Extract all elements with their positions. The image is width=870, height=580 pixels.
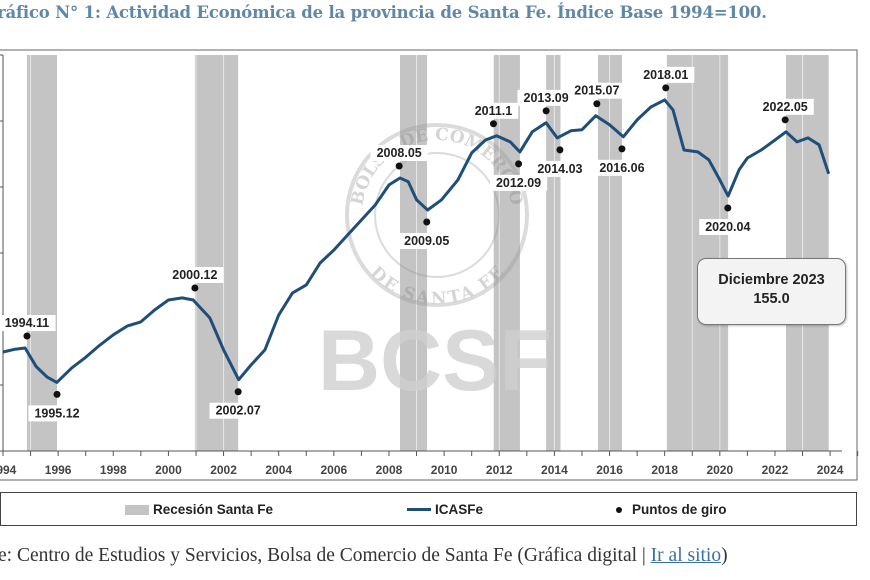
turning-point-label-bg xyxy=(370,145,428,162)
turning-point-label-bg xyxy=(699,218,757,235)
x-tick-label: 2022 xyxy=(762,463,789,477)
turning-point-dot xyxy=(234,388,242,396)
turning-point-label: 2009.05 xyxy=(404,234,449,248)
turning-point-dot xyxy=(662,84,670,92)
icasfe-line xyxy=(2,98,831,384)
x-tick-label: 2024 xyxy=(817,463,844,477)
x-tick-label: 2000 xyxy=(155,463,182,477)
turning-point-label-bg xyxy=(468,102,519,119)
dot-swatch-icon xyxy=(616,506,622,513)
recession-band xyxy=(26,55,58,451)
recession-band xyxy=(493,55,520,451)
turning-point-label: 1994.11 xyxy=(5,316,50,330)
legend-label: ICASFe xyxy=(435,502,484,517)
turning-point-label-bg xyxy=(756,98,814,115)
turning-point-dot xyxy=(724,204,732,212)
turning-point-label: 1995.12 xyxy=(34,406,79,420)
turning-point-label-bg xyxy=(568,82,626,99)
recession-band xyxy=(546,55,561,451)
source-text: e: Centro de Estudios y Servicios, Bolsa… xyxy=(0,545,651,566)
turning-point-dot xyxy=(618,145,626,153)
turning-point-dot xyxy=(781,116,789,124)
turning-point-label: 2013.09 xyxy=(524,91,569,105)
vertical-gridlines xyxy=(30,55,831,451)
turning-point-dot xyxy=(515,160,523,168)
turning-point-dot xyxy=(191,284,199,292)
turning-point-label: 2012.09 xyxy=(496,176,541,190)
chart-frame xyxy=(0,49,858,481)
turning-point-label: 2000.12 xyxy=(172,268,217,282)
turning-point-label: 2014.03 xyxy=(537,162,582,176)
chart-title: ráfico N° 1: Actividad Económica de la p… xyxy=(0,3,767,22)
x-tick-label: 2014 xyxy=(541,463,568,477)
latest-value-callout: Diciembre 2023 155.0 xyxy=(697,258,846,325)
x-tick-label: 2004 xyxy=(265,463,292,477)
legend-label: Puntos de giro xyxy=(632,502,727,517)
turning-point-label-bg xyxy=(517,89,575,106)
turning-point-dot xyxy=(556,146,564,154)
turning-point-dot xyxy=(542,107,550,115)
recession-bands xyxy=(26,55,829,451)
x-tick-label: 2002 xyxy=(210,463,237,477)
turning-points: 1994.11 1995.12 2000.12 2002.07 2008.05 2009.… xyxy=(0,66,814,422)
turning-point-dot xyxy=(53,390,61,398)
x-tick-label: 2010 xyxy=(431,463,458,477)
turning-point-dot xyxy=(23,332,31,340)
legend-item-recession: Recesión Santa Fe xyxy=(125,502,273,517)
recession-band xyxy=(785,55,829,451)
x-tick-label: 2016 xyxy=(596,463,623,477)
legend-item-points: Puntos de giro xyxy=(616,502,727,517)
x-tick-label: 2018 xyxy=(651,463,678,477)
watermark-logo: BCSF xyxy=(318,313,552,409)
turning-point-dot xyxy=(593,100,601,108)
turning-point-label: 2015.07 xyxy=(574,84,619,98)
turning-point-dot xyxy=(423,218,431,226)
legend-item-series: ICASFe xyxy=(407,502,483,517)
turning-point-label-bg xyxy=(209,402,267,419)
turning-point-dot xyxy=(489,120,497,128)
recession-swatch-icon xyxy=(125,504,149,515)
turning-point-label-bg xyxy=(398,232,456,249)
legend-label: Recesión Santa Fe xyxy=(153,502,274,517)
turning-point-label-bg xyxy=(166,266,224,283)
turning-point-label: 2022.05 xyxy=(763,100,808,114)
turning-point-label: 2016.06 xyxy=(599,161,644,175)
x-tick-label: 2020 xyxy=(706,463,733,477)
turning-point-label-bg xyxy=(593,159,651,176)
x-tick-label: 1996 xyxy=(45,463,72,477)
recession-band xyxy=(400,55,428,451)
x-tick-label: 2006 xyxy=(320,463,347,477)
seal-bottom-text: DE SANTA FE xyxy=(366,263,508,309)
turning-point-label-bg xyxy=(28,405,86,422)
callout-value: 155.0 xyxy=(753,291,790,307)
turning-point-label-bg xyxy=(637,66,695,83)
x-tick-label: 2008 xyxy=(376,463,403,477)
recession-band xyxy=(666,55,729,451)
turning-point-label: 2011.1 xyxy=(475,104,513,118)
legend: Recesión Santa Fe ICASFe Puntos de giro xyxy=(0,492,857,526)
x-axis-ticks: 1994 1996 1998 2000 2002 2004 2006 2008 2010 2012… xyxy=(0,451,859,477)
recession-band xyxy=(194,55,239,451)
source-footer: e: Centro de Estudios y Servicios, Bolsa… xyxy=(0,545,728,567)
turning-point-label: 2002.07 xyxy=(216,404,261,418)
turning-point-label: 2008.05 xyxy=(377,146,422,160)
turning-point-dot xyxy=(395,162,403,170)
turning-point-label: 2020.04 xyxy=(705,220,750,234)
x-tick-label: 2012 xyxy=(486,463,513,477)
callout-date: Diciembre 2023 xyxy=(718,272,825,288)
line-swatch-icon xyxy=(407,508,431,511)
turning-point-label-bg xyxy=(489,174,548,191)
svg-text:DE SANTA FE: DE SANTA FE xyxy=(366,263,508,309)
site-link[interactable]: Ir al sitio xyxy=(650,545,722,566)
x-tick-label: 1998 xyxy=(100,463,127,477)
source-close: ) xyxy=(721,545,728,566)
turning-point-label-bg xyxy=(0,315,56,332)
x-tick-label: 1994 xyxy=(0,463,17,477)
turning-point-label-bg xyxy=(531,160,589,177)
turning-point-label: 2018.01 xyxy=(643,68,688,82)
